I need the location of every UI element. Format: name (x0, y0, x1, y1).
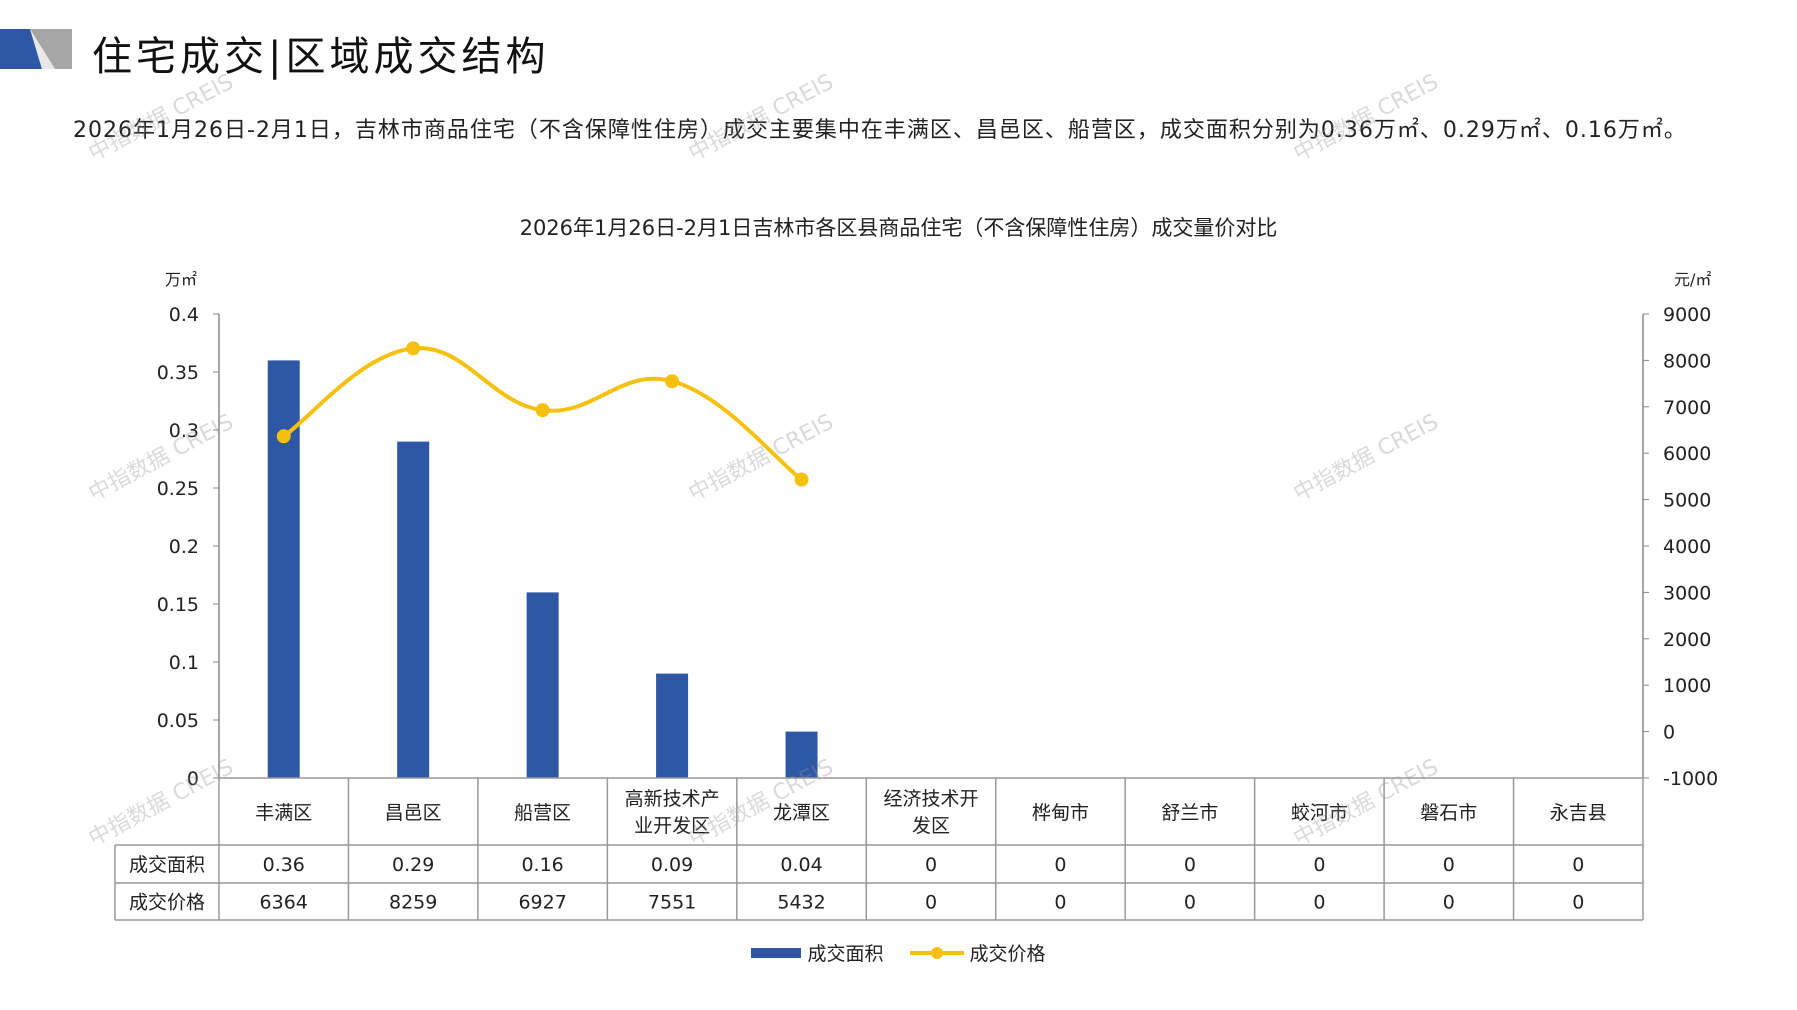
left-tick-label: 0.35 (157, 362, 199, 384)
legend: 成交面积 成交价格 (0, 939, 1797, 966)
category-label: 磐石市 (1420, 802, 1477, 824)
left-axis-unit: 万㎡ (165, 270, 198, 289)
price-point (665, 374, 680, 389)
bar-船营区 (526, 592, 559, 778)
data-label: 0 (1443, 854, 1455, 876)
right-tick-label: 9000 (1663, 304, 1711, 326)
left-tick-label: 0.4 (169, 304, 199, 326)
page-title: 住宅成交|区域成交结构 (92, 34, 550, 80)
legend-label: 成交价格 (969, 943, 1046, 965)
header-logo (0, 29, 72, 69)
data-label: 0 (1313, 892, 1325, 914)
right-tick-label: -1000 (1663, 768, 1718, 790)
data-label: 0.04 (780, 854, 822, 876)
data-label: 0 (1313, 854, 1325, 876)
price-point (276, 429, 291, 444)
chart-title: 2026年1月26日-2月1日吉林市各区县商品住宅（不含保障性住房）成交量价对比 (519, 216, 1278, 240)
data-label: 6927 (518, 892, 566, 914)
category-label: 发区 (912, 815, 950, 837)
row-header: 成交价格 (129, 892, 205, 914)
price-point (406, 341, 421, 356)
bar-丰满区 (267, 360, 300, 778)
bar-龙潭区 (785, 731, 818, 778)
right-axis-unit: 元/㎡ (1674, 270, 1712, 289)
data-label: 0.16 (521, 854, 563, 876)
data-label: 8259 (389, 892, 437, 914)
price-point (794, 472, 809, 487)
data-label: 0 (925, 854, 937, 876)
data-label: 0 (1443, 892, 1455, 914)
category-label: 经济技术开 (883, 788, 978, 810)
data-label: 0.09 (651, 854, 693, 876)
right-tick-label: 7000 (1663, 397, 1711, 419)
data-label: 0 (1572, 854, 1584, 876)
left-tick-label: 0.1 (169, 652, 199, 674)
left-tick-label: 0.2 (169, 536, 199, 558)
data-label: 5432 (777, 892, 825, 914)
right-tick-label: 5000 (1663, 490, 1711, 512)
category-label: 舒兰市 (1161, 802, 1218, 824)
data-label: 0 (1184, 854, 1196, 876)
data-label: 0 (1572, 892, 1584, 914)
category-label: 蛟河市 (1291, 802, 1348, 824)
category-label: 永吉县 (1550, 802, 1607, 824)
price-point (535, 403, 550, 418)
legend-line-swatch (909, 946, 964, 959)
category-label: 船营区 (514, 802, 571, 824)
left-tick-label: 0.3 (169, 420, 199, 442)
left-tick-label: 0.05 (157, 710, 199, 732)
right-tick-label: 0 (1663, 722, 1675, 744)
category-label: 桦甸市 (1032, 802, 1089, 824)
legend-label: 成交面积 (807, 943, 884, 965)
data-label: 6364 (260, 892, 308, 914)
bar-高新技术产业开发区 (656, 673, 689, 778)
category-label: 昌邑区 (385, 802, 442, 824)
data-label: 0 (1054, 854, 1066, 876)
right-tick-label: 8000 (1663, 350, 1711, 372)
right-tick-label: 4000 (1663, 536, 1711, 558)
data-label: 7551 (648, 892, 696, 914)
left-tick-label: 0.15 (157, 594, 199, 616)
category-label: 高新技术产 (625, 788, 720, 810)
bar-昌邑区 (397, 441, 430, 778)
data-label: 0.36 (263, 854, 305, 876)
right-tick-label: 1000 (1663, 675, 1711, 697)
row-header: 成交面积 (129, 854, 205, 876)
right-tick-label: 6000 (1663, 443, 1711, 465)
category-label: 龙潭区 (773, 802, 830, 824)
data-label: 0.29 (392, 854, 434, 876)
left-tick-label: 0 (187, 768, 199, 790)
right-tick-label: 3000 (1663, 582, 1711, 604)
legend-item-area: 成交面积 (751, 939, 884, 966)
category-label: 业开发区 (634, 815, 710, 837)
legend-item-price: 成交价格 (909, 939, 1046, 966)
legend-bar-swatch (751, 947, 802, 958)
data-label: 0 (1184, 892, 1196, 914)
right-tick-label: 2000 (1663, 629, 1711, 651)
left-tick-label: 0.25 (157, 478, 199, 500)
summary-text: 2026年1月26日-2月1日，吉林市商品住宅（不含保障性住房）成交主要集中在丰… (73, 118, 1687, 143)
category-label: 丰满区 (255, 802, 312, 824)
data-label: 0 (925, 892, 937, 914)
data-label: 0 (1054, 892, 1066, 914)
